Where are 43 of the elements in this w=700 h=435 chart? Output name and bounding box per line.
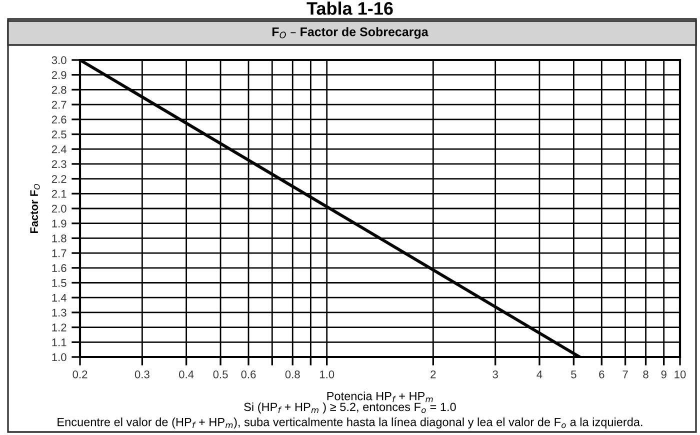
chart-title: Tabla 1-16 xyxy=(306,2,393,15)
y-tick-label: 2.7 xyxy=(52,100,66,109)
x-tick-label: 0.6 xyxy=(241,370,256,378)
y-tick-label: 1.9 xyxy=(52,220,66,228)
text: Si (HP$_{f}$ + HP$_{m}$ ) ≥ 5.2, entonces F$_{o}$ = 1.0 xyxy=(244,402,456,414)
y-tick-label: 3.0 xyxy=(52,56,66,64)
y-tick-label: 1.4 xyxy=(52,294,66,302)
y-tick-label: 2.0 xyxy=(52,204,66,213)
y-tick-label: 1.0 xyxy=(52,353,66,362)
y-axis-title: Factor F$_{O}$ xyxy=(30,184,40,233)
x-tick-label: 8 xyxy=(643,370,648,378)
x-axis-title: Potencia HP$_{f}$ + HP$_{m}$ xyxy=(327,392,433,402)
chart-subtitle: F$_{O}$ – Factor de Sobrecarga xyxy=(272,27,428,39)
y-tick-label: 2.2 xyxy=(52,175,66,183)
y-tick-label: 1.3 xyxy=(52,308,66,317)
x-tick-label: 0.8 xyxy=(285,370,300,378)
text: Encuentre el valor de (HP$_{f}$ + HP$_{m}$), suba verticalmente hasta la línea diagonal y lea el valor de F$_{o}$ a la izquierda. xyxy=(58,417,642,429)
x-tick-label: 4 xyxy=(536,370,542,378)
y-tick-label: 2.4 xyxy=(52,145,66,154)
y-tick-label: 2.1 xyxy=(52,190,66,198)
x-tick-label: 0.5 xyxy=(213,370,228,378)
x-tick-label: 0.2 xyxy=(72,370,88,378)
y-tick-label: 2.3 xyxy=(52,160,66,168)
y-tick-label: 2.9 xyxy=(52,71,66,79)
x-tick-label: 9 xyxy=(661,370,666,378)
x-tick-label: 10 xyxy=(674,370,686,378)
y-tick-label: 1.8 xyxy=(52,234,66,242)
y-tick-label: 1.5 xyxy=(52,279,66,287)
x-tick-label: 5 xyxy=(571,370,576,378)
x-tick-label: 1.0 xyxy=(320,370,334,378)
y-tick-label: 2.5 xyxy=(52,130,66,138)
x-tick-label: 7 xyxy=(622,370,628,378)
y-tick-label: 1.6 xyxy=(52,264,66,272)
y-tick-label: 1.7 xyxy=(52,249,66,258)
x-tick-label: 2 xyxy=(430,370,436,378)
y-tick-label: 1.2 xyxy=(52,324,66,332)
y-tick-label: 1.1 xyxy=(52,338,66,346)
y-tick-label: 2.6 xyxy=(52,116,66,124)
x-tick-label: 0.3 xyxy=(134,370,150,378)
x-tick-label: 3 xyxy=(492,370,498,378)
x-tick-label: 6 xyxy=(599,370,604,378)
y-tick-label: 2.8 xyxy=(52,86,66,94)
x-tick-label: 0.4 xyxy=(179,370,194,378)
